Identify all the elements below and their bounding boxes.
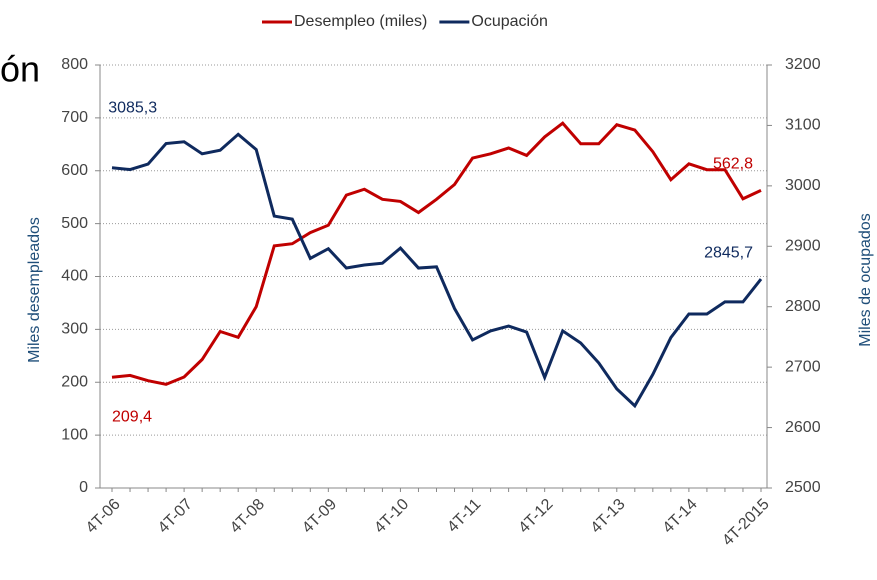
x-tick-label: 4T-07 — [155, 496, 196, 537]
y-tick-label: 500 — [61, 215, 88, 232]
y2-axis-label: Miles de ocupados — [857, 213, 874, 346]
y2-tick-label: 3100 — [785, 117, 821, 134]
x-tick-label: 4T-14 — [660, 496, 701, 537]
series-line — [111, 121, 762, 386]
y-tick-label: 700 — [61, 109, 88, 126]
y2-tick-label: 2500 — [785, 479, 821, 496]
chart-title: ón — [0, 49, 40, 90]
data-label: 3085,3 — [108, 100, 157, 117]
y-tick-label: 600 — [61, 162, 88, 179]
y-tick-label: 200 — [61, 373, 88, 390]
x-tick-label: 4T-11 — [444, 496, 484, 536]
y2-tick-label: 2800 — [785, 298, 821, 315]
y2-tick-label: 3200 — [785, 56, 821, 73]
x-tick-label: 4T-10 — [371, 496, 412, 537]
x-tick-label: 4T-13 — [588, 496, 629, 537]
y-tick-label: 100 — [61, 426, 88, 443]
y2-tick-label: 2600 — [785, 419, 821, 436]
data-label: 209,4 — [112, 408, 152, 425]
y-tick-label: 400 — [61, 268, 88, 285]
series-line — [111, 132, 763, 409]
y-tick-label: 800 — [61, 56, 88, 73]
x-tick-label: 4T-09 — [299, 496, 340, 537]
y-axis-label: Miles desempleados — [26, 217, 43, 363]
legend-label: Ocupación — [471, 13, 548, 30]
y-tick-label: 300 — [61, 321, 88, 338]
y-tick-label: 0 — [79, 479, 88, 496]
y2-tick-label: 3000 — [785, 177, 821, 194]
legend-label: Desempleo (miles) — [294, 13, 427, 30]
data-label: 562,8 — [713, 156, 753, 173]
x-tick-label: 4T-2015 — [719, 496, 773, 550]
data-label: 2845,7 — [704, 244, 753, 261]
x-tick-label: 4T-06 — [83, 496, 124, 537]
y2-tick-label: 2900 — [785, 238, 821, 255]
x-tick-label: 4T-08 — [227, 496, 268, 537]
x-tick-label: 4T-12 — [516, 496, 557, 537]
y2-tick-label: 2700 — [785, 358, 821, 375]
